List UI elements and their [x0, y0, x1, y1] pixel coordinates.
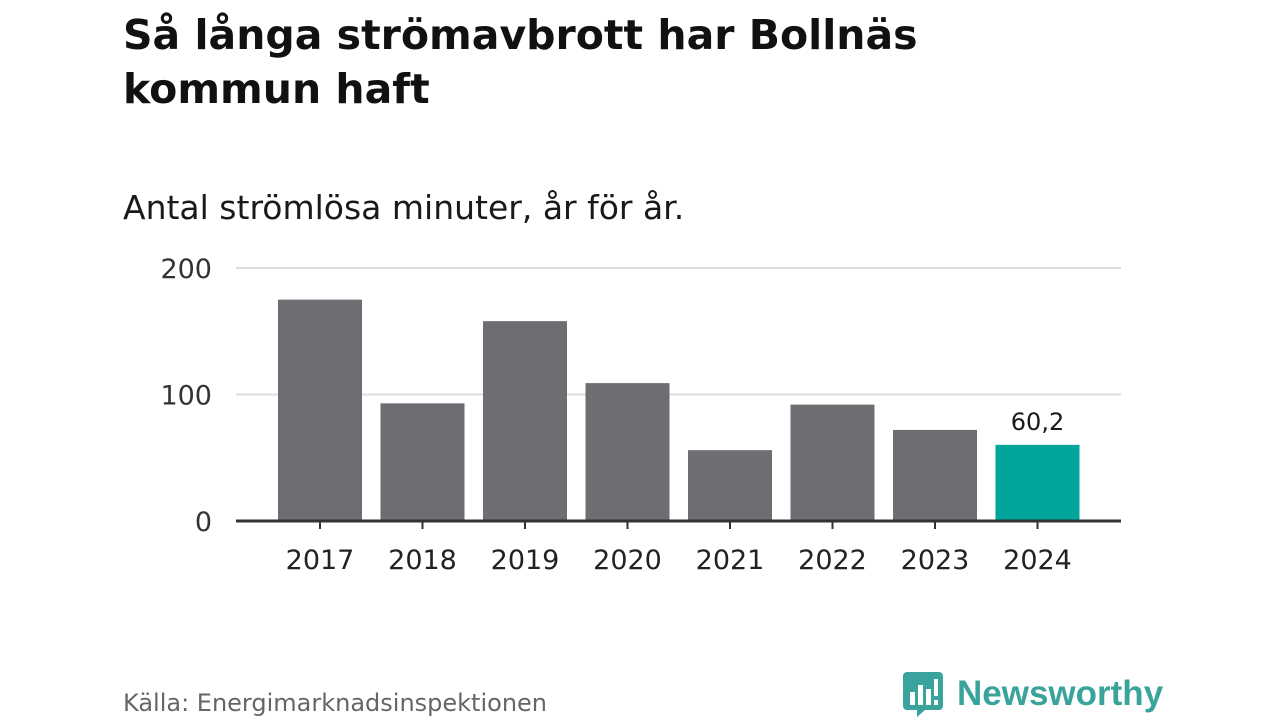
- x-tick-label: 2019: [491, 545, 560, 576]
- bar-2021: [688, 450, 772, 521]
- x-tick-label: 2023: [901, 545, 970, 576]
- data-label: 60,2: [1011, 408, 1064, 436]
- x-tick-label: 2017: [286, 545, 355, 576]
- x-tick-label: 2020: [593, 545, 662, 576]
- x-tick-label: 2021: [696, 545, 765, 576]
- brand-logo: Newsworthy: [903, 670, 1163, 718]
- bar-2019: [483, 321, 567, 521]
- bar-chart: 0 100 200 2017 2018 2019 2020 2021 2022 2023 2024 6…: [160, 254, 1121, 576]
- chart-title: Så långa strömavbrott har Bollnäs kommun…: [123, 11, 918, 113]
- y-tick-label: 100: [160, 381, 212, 412]
- brand-name: Newsworthy: [957, 674, 1164, 713]
- x-tick-label: 2018: [388, 545, 457, 576]
- bar-2020: [585, 383, 670, 521]
- newsworthy-logo-icon: [903, 672, 943, 717]
- bar-2022: [790, 404, 875, 521]
- source-note: Källa: Energimarknadsinspektionen: [123, 689, 548, 717]
- y-tick-label: 200: [160, 254, 212, 285]
- bar-2023: [893, 429, 977, 521]
- x-tick-label: 2022: [798, 545, 867, 576]
- bar-2024: [995, 444, 1080, 521]
- bar-2017: [278, 299, 362, 521]
- y-tick-label: 0: [195, 507, 212, 538]
- bar-2018: [380, 403, 465, 521]
- chart-subtitle: Antal strömlösa minuter, år för år.: [123, 188, 685, 227]
- x-tick-label: 2024: [1003, 545, 1072, 576]
